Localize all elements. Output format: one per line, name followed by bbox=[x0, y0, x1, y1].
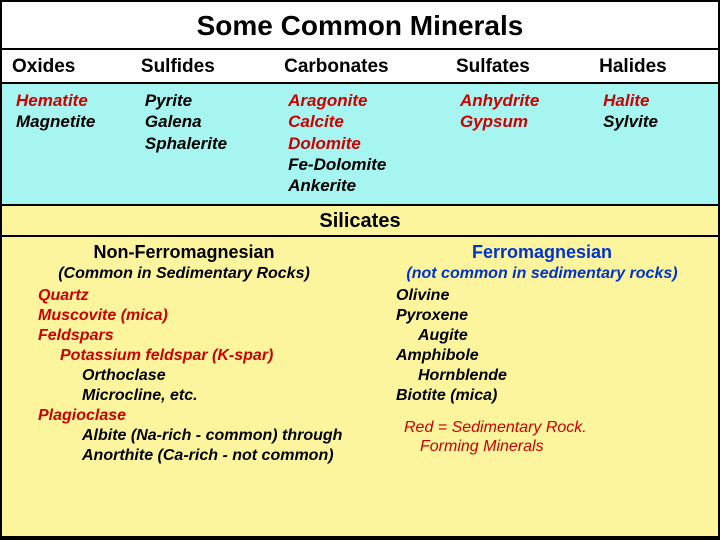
mineral-item: Anhydrite bbox=[460, 90, 585, 111]
silicate-item: Plagioclase bbox=[16, 406, 352, 426]
column-header: Sulfates bbox=[446, 50, 589, 82]
silicate-item: Muscovite (mica) bbox=[16, 306, 352, 326]
ferromagnesian-column: Ferromagnesian (not common in sedimentar… bbox=[360, 237, 718, 536]
fm-title: Ferromagnesian bbox=[374, 241, 710, 264]
mineral-item: Halite bbox=[603, 90, 714, 111]
silicate-item: Potassium feldspar (K-spar) bbox=[16, 346, 352, 366]
mineral-item: Magnetite bbox=[16, 111, 127, 132]
mineral-item: Pyrite bbox=[145, 90, 270, 111]
legend-line2: Forming Minerals bbox=[404, 437, 710, 456]
silicate-item: Albite (Na-rich - common) through bbox=[16, 426, 352, 446]
mineral-body-row: HematiteMagnetitePyriteGalenaSphaleriteA… bbox=[2, 84, 718, 206]
legend-line1: Red = Sedimentary Rock. bbox=[404, 419, 587, 436]
nf-list: QuartzMuscovite (mica)FeldsparsPotassium… bbox=[16, 286, 352, 466]
column-header: Halides bbox=[589, 50, 718, 82]
column-body: AragoniteCalciteDolomiteFe-DolomiteAnker… bbox=[274, 84, 446, 204]
column-header: Oxides bbox=[2, 50, 131, 82]
mineral-item: Hematite bbox=[16, 90, 127, 111]
fm-subtitle: (not common in sedimentary rocks) bbox=[374, 264, 710, 284]
mineral-item: Aragonite bbox=[288, 90, 442, 111]
column-header: Carbonates bbox=[274, 50, 446, 82]
silicate-item: Olivine bbox=[374, 286, 710, 306]
mineral-item: Ankerite bbox=[288, 175, 442, 196]
fm-list: OlivinePyroxeneAugiteAmphiboleHornblende… bbox=[374, 286, 710, 406]
silicate-item: Hornblende bbox=[374, 366, 710, 386]
mineral-item: Fe-Dolomite bbox=[288, 154, 442, 175]
silicate-item: Augite bbox=[374, 326, 710, 346]
silicate-item: Feldspars bbox=[16, 326, 352, 346]
silicate-item: Pyroxene bbox=[374, 306, 710, 326]
silicates-body: Non-Ferromagnesian (Common in Sedimentar… bbox=[2, 237, 718, 538]
legend: Red = Sedimentary Rock. Forming Minerals bbox=[374, 418, 710, 456]
silicates-header: Silicates bbox=[2, 206, 718, 237]
category-header-row: OxidesSulfidesCarbonatesSulfatesHalides bbox=[2, 50, 718, 84]
mineral-item: Sphalerite bbox=[145, 133, 270, 154]
column-body: AnhydriteGypsum bbox=[446, 84, 589, 204]
silicate-item: Amphibole bbox=[374, 346, 710, 366]
silicate-item: Quartz bbox=[16, 286, 352, 306]
nf-subtitle: (Common in Sedimentary Rocks) bbox=[16, 264, 352, 284]
mineral-item: Calcite bbox=[288, 111, 442, 132]
silicate-item: Orthoclase bbox=[16, 366, 352, 386]
nf-title: Non-Ferromagnesian bbox=[16, 241, 352, 264]
column-header: Sulfides bbox=[131, 50, 274, 82]
silicate-item: Anorthite (Ca-rich - not common) bbox=[16, 446, 352, 466]
top-section: OxidesSulfidesCarbonatesSulfatesHalides … bbox=[2, 50, 718, 206]
silicate-item: Biotite (mica) bbox=[374, 386, 710, 406]
silicate-item: Microcline, etc. bbox=[16, 386, 352, 406]
column-body: HaliteSylvite bbox=[589, 84, 718, 204]
mineral-item: Dolomite bbox=[288, 133, 442, 154]
mineral-item: Gypsum bbox=[460, 111, 585, 132]
page-title: Some Common Minerals bbox=[2, 2, 718, 50]
column-body: HematiteMagnetite bbox=[2, 84, 131, 204]
non-ferromagnesian-column: Non-Ferromagnesian (Common in Sedimentar… bbox=[2, 237, 360, 536]
mineral-item: Sylvite bbox=[603, 111, 714, 132]
mineral-item: Galena bbox=[145, 111, 270, 132]
column-body: PyriteGalenaSphalerite bbox=[131, 84, 274, 204]
